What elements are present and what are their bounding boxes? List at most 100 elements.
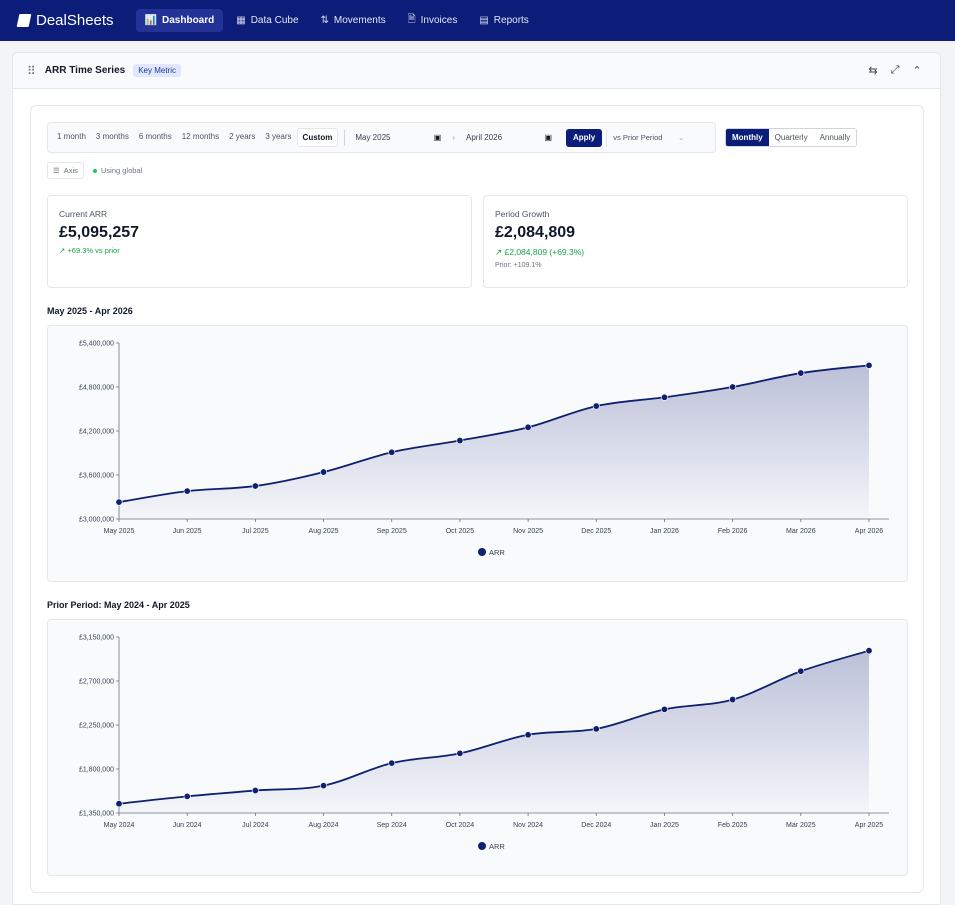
nav-label: Dashboard xyxy=(162,15,215,26)
legend-label: ARR xyxy=(489,548,505,557)
data-point[interactable] xyxy=(729,383,737,391)
x-tick-label: May 2025 xyxy=(104,528,135,535)
data-point[interactable] xyxy=(388,448,396,456)
data-point[interactable] xyxy=(660,393,668,401)
data-point[interactable] xyxy=(183,487,191,495)
data-point[interactable] xyxy=(251,482,259,490)
nav-label: Reports xyxy=(493,15,529,26)
range-2-years-button[interactable]: 2 years xyxy=(229,132,256,141)
prior-period-chart: £1,350,000 £1,800,000 £2,250,000 £2,700,000… xyxy=(47,619,908,876)
expand-icon[interactable]: ⤢ xyxy=(890,64,900,76)
compare-value: vs Prior Period xyxy=(613,133,663,142)
x-tick-label: Oct 2024 xyxy=(446,822,475,829)
data-point[interactable] xyxy=(115,498,123,506)
compare-select[interactable]: vs Prior Period ⌄ xyxy=(606,128,690,147)
widget-title: ARR Time Series xyxy=(44,65,126,76)
data-point[interactable] xyxy=(592,402,600,410)
start-date-value: May 2025 xyxy=(355,133,391,142)
trend-up-icon: ↗ xyxy=(59,246,66,255)
nav-movements[interactable]: ⇅ Movements xyxy=(312,9,395,32)
x-tick-label: Jul 2025 xyxy=(242,528,269,535)
nav-data-cube[interactable]: ▦ Data Cube xyxy=(227,9,307,32)
granularity-annually-button[interactable]: Annually xyxy=(813,129,857,146)
data-point[interactable] xyxy=(729,696,737,704)
report-icon: ▤ xyxy=(479,15,489,26)
nav-reports[interactable]: ▤ Reports xyxy=(470,9,537,32)
granularity-monthly-button[interactable]: Monthly xyxy=(726,129,769,146)
data-point[interactable] xyxy=(115,800,123,808)
x-tick-label: Jun 2025 xyxy=(173,528,202,535)
data-point[interactable] xyxy=(865,361,873,369)
nav-label: Invoices xyxy=(420,15,458,26)
collapse-chevron-icon[interactable]: ⌃ xyxy=(912,65,922,77)
granularity-quarterly-button[interactable]: Quarterly xyxy=(768,129,814,146)
kpi-delta-text: +69.3% vs prior xyxy=(67,246,120,255)
y-tick-label: £4,200,000 xyxy=(79,429,114,436)
kpi-delta: ↗ £2,084,809 (+69.3%) xyxy=(495,247,896,258)
data-point[interactable] xyxy=(251,787,259,795)
arr-time-series-widget: ⠿ ARR Time Series Key Metric ⇆ ⤢ ⌃ 1 mon… xyxy=(12,52,941,905)
nav-dashboard[interactable]: 📊 Dashboard xyxy=(135,9,224,32)
y-tick-label: £2,250,000 xyxy=(79,723,114,730)
kpi-label: Period Growth xyxy=(495,209,550,219)
x-tick-label: Mar 2026 xyxy=(786,528,816,535)
data-point[interactable] xyxy=(592,725,600,733)
range-3-months-button[interactable]: 3 months xyxy=(95,132,129,141)
key-metric-badge: Key Metric xyxy=(133,64,181,77)
data-point[interactable] xyxy=(524,423,532,431)
legend-label: ARR xyxy=(489,842,505,851)
drag-handle-icon[interactable]: ⠿ xyxy=(27,63,36,78)
data-point[interactable] xyxy=(797,369,805,377)
swap-icon[interactable]: ⇆ xyxy=(868,65,878,77)
data-point[interactable] xyxy=(320,468,328,476)
calendar-icon[interactable]: ▣ xyxy=(433,133,442,142)
kpi-prior: Prior: +109.1% xyxy=(495,262,542,269)
data-point[interactable] xyxy=(456,749,464,757)
logo[interactable]: DealSheets xyxy=(16,12,114,29)
nav-invoices[interactable]: 🗎 Invoices xyxy=(399,9,467,32)
axis-button[interactable]: ☰ Axis xyxy=(47,162,84,179)
series-line xyxy=(118,364,870,504)
axis-label: Axis xyxy=(63,166,78,175)
current-arr-card: Current ARR £5,095,257 ↗ +69.3% vs prior xyxy=(47,195,472,288)
x-tick-label: Jun 2024 xyxy=(173,822,202,829)
data-point[interactable] xyxy=(183,792,191,800)
data-point[interactable] xyxy=(388,759,396,767)
status-dot xyxy=(93,168,97,173)
apply-button[interactable]: Apply xyxy=(566,128,603,147)
start-date-input[interactable]: May 2025 ▣ xyxy=(351,129,445,147)
grid-icon: ▦ xyxy=(236,15,246,26)
date-range-bar: 1 month 3 months 6 months 12 months 2 years 3… xyxy=(47,122,716,153)
range-3-years-button[interactable]: 3 years xyxy=(265,132,292,141)
data-point[interactable] xyxy=(865,647,873,655)
x-tick-label: Nov 2024 xyxy=(513,822,543,829)
logo-text: DealSheets xyxy=(36,12,114,29)
axis-status: Using global xyxy=(93,166,142,175)
range-1-month-button[interactable]: 1 month xyxy=(57,132,86,141)
data-point[interactable] xyxy=(660,705,668,713)
area-fill xyxy=(119,650,869,813)
x-tick-label: Dec 2025 xyxy=(581,528,611,535)
y-tick-label: £4,800,000 xyxy=(79,385,114,392)
data-point[interactable] xyxy=(320,782,328,790)
data-point[interactable] xyxy=(797,667,805,675)
y-tick-label: £3,000,000 xyxy=(79,517,114,524)
calendar-icon[interactable]: ▣ xyxy=(544,133,552,142)
x-tick-label: Aug 2024 xyxy=(309,822,339,829)
range-6-months-button[interactable]: 6 months xyxy=(138,132,172,141)
chart-title: May 2025 - Apr 2026 xyxy=(47,306,133,316)
data-point[interactable] xyxy=(524,731,532,739)
end-date-input[interactable]: April 2026 ▣ xyxy=(462,129,556,147)
range-12-months-button[interactable]: 12 months xyxy=(181,132,220,141)
document-icon: 🗎 xyxy=(407,14,416,25)
axis-status-text: Using global xyxy=(101,166,143,175)
x-tick-label: Apr 2025 xyxy=(855,822,884,829)
x-tick-label: Jul 2024 xyxy=(242,822,269,829)
nav-label: Data Cube xyxy=(250,15,299,26)
widget-header: ⠿ ARR Time Series Key Metric ⇆ ⤢ ⌃ xyxy=(13,53,940,89)
range-custom-button[interactable]: Custom xyxy=(296,128,339,147)
data-point[interactable] xyxy=(456,437,464,445)
kpi-delta-text: £2,084,809 (+69.3%) xyxy=(504,247,585,257)
y-tick-label: £3,600,000 xyxy=(79,473,114,480)
y-tick-label: £1,350,000 xyxy=(79,811,114,818)
